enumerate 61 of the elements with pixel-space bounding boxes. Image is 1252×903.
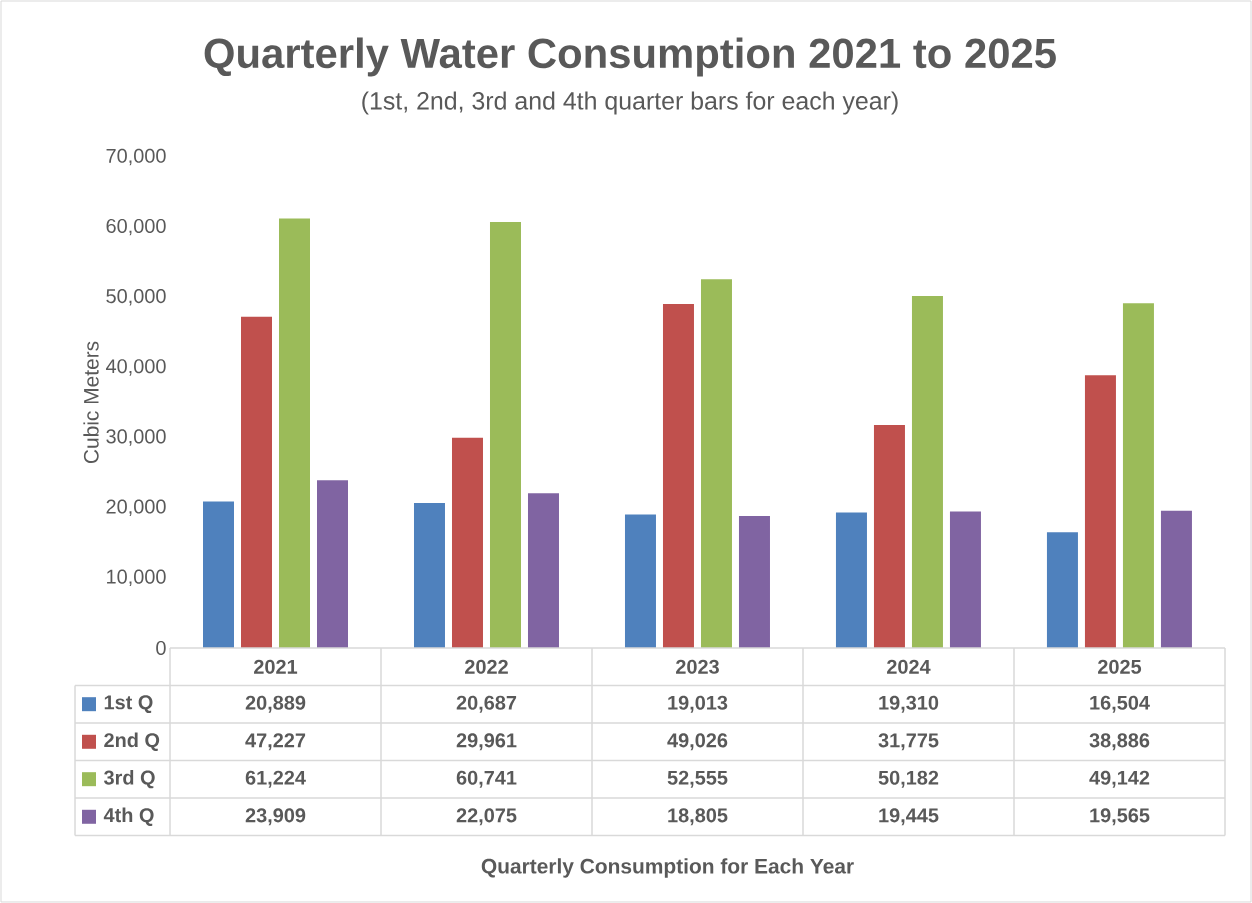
- x-tick-label: 2021: [254, 659, 298, 674]
- bar: [1160, 510, 1192, 648]
- bar: [1046, 532, 1078, 648]
- x-tick-label: 2022: [465, 659, 508, 674]
- bar: [241, 316, 272, 648]
- bar: [279, 218, 310, 648]
- text: Quarterly Consumption for Each Year: [481, 858, 854, 878]
- data-label: 19,565: [1090, 808, 1150, 826]
- legend-label: 2nd Q: [104, 732, 160, 751]
- bar: [624, 514, 656, 648]
- bar: [413, 502, 445, 648]
- legend-label: 3rd Q: [103, 770, 155, 789]
- data-label: 52,555: [667, 770, 728, 788]
- bar: [203, 501, 234, 648]
- data-label: 61,224: [245, 770, 306, 788]
- data-label: 20,889: [245, 695, 306, 713]
- chart-title: Quarterly Water Consumption 2021 to 2025: [204, 37, 1056, 77]
- data-label: 23,909: [245, 808, 306, 826]
- legend-label: 1st Q: [104, 695, 153, 714]
- y-tick-label: 40,000: [106, 359, 166, 376]
- y-tick-label: 30,000: [106, 429, 166, 446]
- data-label: 19,445: [879, 808, 939, 826]
- data-label: 29,961: [456, 733, 517, 751]
- data-label: 20,687: [456, 695, 517, 713]
- y-tick-label: 10,000: [107, 569, 166, 587]
- y-tick-label: 50,000: [106, 289, 166, 306]
- y-tick-label: 0: [156, 640, 166, 656]
- data-label: 49,142: [1089, 770, 1150, 788]
- data-label: 31,775: [878, 733, 939, 751]
- x-tick-label: 2025: [1098, 659, 1142, 674]
- bar: [662, 304, 694, 648]
- y-tick-label: 70,000: [106, 148, 166, 166]
- data-label: 22,075: [456, 808, 517, 826]
- bar: [451, 437, 483, 648]
- data-label: 18,805: [668, 808, 728, 826]
- x-tick-label: 2023: [676, 659, 719, 674]
- bar: [317, 480, 348, 648]
- chart-subtitle: (1st, 2nd, 3rd and 4th quarter bars for each year): [362, 91, 898, 115]
- x-tick-label: 2024: [887, 659, 931, 674]
- data-label: 50,182: [878, 770, 939, 788]
- data-label: 47,227: [245, 733, 306, 751]
- bar: [527, 493, 559, 648]
- bar: [835, 512, 867, 648]
- data-label: 60,741: [456, 770, 517, 788]
- bar: [1084, 375, 1116, 648]
- data-label: 38,886: [1089, 733, 1150, 751]
- bar: [489, 221, 521, 648]
- bar: [1122, 303, 1154, 648]
- legend-label: 4th Q: [103, 807, 154, 826]
- bar: [949, 511, 981, 648]
- data-label: 49,026: [667, 733, 728, 751]
- bar: [738, 516, 770, 648]
- data-label: 19,013: [668, 695, 728, 713]
- y-tick-label: 20,000: [106, 499, 166, 516]
- bar: [873, 425, 905, 648]
- bar: [911, 295, 943, 648]
- bar: [700, 279, 732, 648]
- y-axis-title: Cubic Meters: [83, 341, 99, 464]
- data-label: 16,504: [1090, 695, 1150, 713]
- y-tick-label: 60,000: [106, 218, 166, 236]
- data-label: 19,310: [879, 695, 939, 713]
